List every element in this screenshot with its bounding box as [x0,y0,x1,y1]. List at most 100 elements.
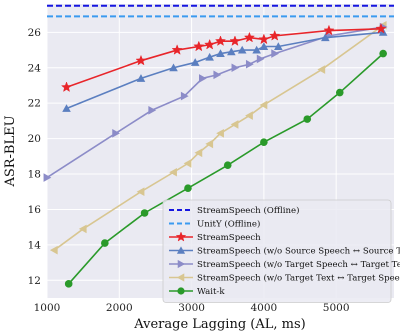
data-point [245,59,254,69]
legend-entry: Wait-k [169,287,225,297]
data-point [321,33,330,42]
legend-entry: StreamSpeech (w/o Source Speech ↔ Source… [169,246,400,257]
data-point [49,245,58,255]
data-point [193,40,205,52]
data-point [169,167,177,177]
series-4 [64,49,387,288]
x-tick-label: 1000 [34,302,61,314]
legend-box [162,199,392,303]
data-point [180,91,189,101]
data-point [205,139,214,149]
data-point [227,47,236,56]
tick-labels: 1000 2000 3000 4000 5000 12 14 16 18 20 22 24 26 [28,27,350,314]
data-point [175,231,187,242]
data-point [229,35,241,46]
series-line [66,28,382,88]
data-point [317,65,326,74]
data-point [176,273,185,282]
data-point [169,63,178,72]
legend-entry: StreamSpeech [169,231,261,243]
data-point [177,259,186,269]
legend: StreamSpeech (Offline) UnitY (Offline) Str… [162,199,400,303]
data-point [259,42,269,50]
data-point [140,209,149,217]
data-point [198,74,207,83]
legend-label: StreamSpeech (Offline) [197,205,299,216]
reference-lines [47,4,394,18]
data-point [256,54,265,64]
y-tick-label: 16 [28,204,42,216]
data-point [258,33,270,45]
legend-label: StreamSpeech (w/o Source Speech ↔ Source… [197,246,400,257]
data-point [135,54,147,66]
data-point [260,138,268,146]
legend-label: StreamSpeech [197,233,261,243]
data-point [171,44,183,55]
data-point [176,246,186,254]
data-point [237,45,247,54]
x-tick-label: 2000 [106,302,133,314]
series-0 [60,22,387,93]
y-tick-label: 26 [28,27,42,39]
data-point [184,184,192,192]
series-2 [43,22,388,182]
series-layer [43,20,388,288]
data-point [375,22,387,34]
data-point [216,49,225,58]
data-point [205,52,214,61]
data-point [323,24,335,36]
data-point [303,115,312,123]
legend-entry: StreamSpeech (Offline) [169,205,299,216]
data-point [245,111,253,120]
data-point [335,88,344,97]
data-point [223,161,232,169]
data-point [259,100,268,110]
data-point [213,70,222,80]
data-point [243,31,256,43]
data-point [214,35,227,46]
data-point [190,58,200,66]
data-point [101,239,109,247]
data-point [177,287,185,295]
series-1 [62,28,388,112]
y-axis-label: ASR-BLEU [3,115,18,187]
legend-entry: StreamSpeech (w/o Target Text ↔ Target S… [169,273,400,284]
data-point [112,128,120,138]
data-point [216,128,224,138]
data-point [271,49,280,58]
y-tick-label: 20 [28,133,41,145]
x-axis-label: Average Lagging (AL, ms) [133,317,305,332]
legend-label: Wait-k [197,287,225,297]
series-line [46,26,384,179]
data-point [136,187,145,197]
y-tick-label: 22 [28,98,41,110]
data-point [194,148,203,158]
data-point [269,29,281,41]
legend-entry: UnitY (Offline) [169,219,260,230]
legend-label: StreamSpeech (w/o Target Speech ↔ Target… [197,259,400,270]
data-point [62,104,71,112]
y-tick-label: 24 [28,62,42,74]
data-point [148,105,157,115]
data-point [274,42,283,50]
data-point [60,81,73,93]
data-point [78,224,87,234]
data-point [204,38,216,50]
data-point [183,159,192,168]
legend-entry: StreamSpeech (w/o Target Speech ↔ Target… [169,259,400,270]
x-tick-label: 4000 [251,302,278,314]
x-tick-label: 3000 [178,302,205,314]
series-3 [49,20,387,255]
data-point [230,120,239,129]
grid [46,4,394,298]
y-tick-label: 18 [28,169,41,181]
y-tick-label: 14 [28,239,42,251]
data-point [379,49,387,58]
legend-label: UnitY (Offline) [197,219,260,230]
data-point [64,280,73,288]
data-point [43,173,52,182]
legend-label: StreamSpeech (w/o Target Text ↔ Target S… [197,273,400,284]
y-tick-label: 12 [28,275,41,287]
data-point [231,63,240,73]
